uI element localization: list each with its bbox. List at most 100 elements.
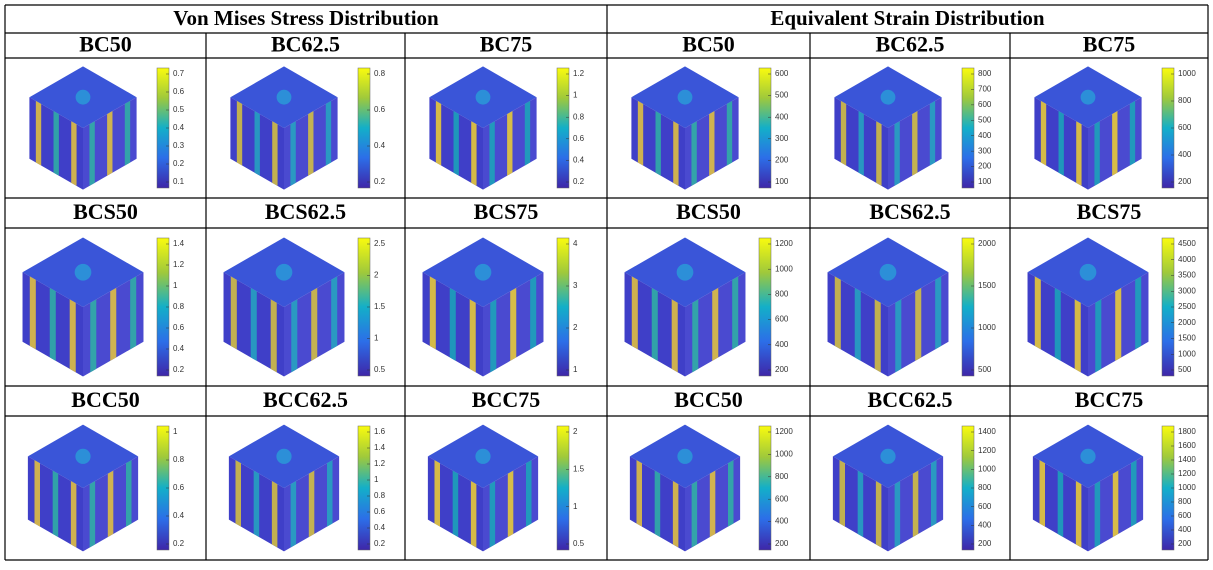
cube-stripe (50, 288, 56, 361)
cube-stripe (434, 460, 440, 527)
cube-stripe (508, 471, 514, 538)
cube-stripe (231, 276, 237, 349)
cube-stripe (311, 288, 317, 361)
cube-stripe (309, 471, 315, 538)
cell-label: BCS75 (1077, 199, 1142, 224)
colorbar (962, 68, 974, 188)
group-title: Equivalent Strain Distribution (770, 6, 1045, 30)
colorbar-tick-label: 500 (775, 91, 789, 100)
cube-stripe (326, 101, 331, 166)
colorbar-tick-label: 2 (374, 271, 379, 280)
colorbar-tick-label: 2500 (1178, 302, 1196, 311)
colorbar-tick-label: 200 (1178, 177, 1192, 186)
colorbar-tick-label: 500 (1178, 365, 1192, 374)
colorbar-tick-label: 3000 (1178, 286, 1196, 295)
colorbar-tick-label: 400 (775, 340, 789, 349)
colorbar-tick-label: 0.6 (173, 483, 185, 492)
colorbar-tick-label: 2.5 (374, 239, 386, 248)
colorbar-tick-label: 1000 (978, 464, 996, 473)
colorbar-tick-label: 2000 (978, 239, 996, 248)
cube-stripe (895, 481, 901, 548)
group-title: Von Mises Stress Distribution (173, 6, 439, 30)
colorbar-tick-label: 1 (573, 365, 578, 374)
cube-stripe (894, 121, 899, 186)
cube-stripe (34, 460, 40, 527)
cube-node (475, 449, 490, 464)
cube-stripe (1095, 299, 1101, 372)
cube-stripe (327, 460, 333, 527)
cube-stripe (876, 121, 881, 186)
colorbar (759, 426, 771, 550)
cube-stripe (430, 276, 436, 349)
cube-stripe (632, 276, 638, 349)
cube-stripe (1058, 471, 1064, 538)
cube-stripe (728, 460, 734, 527)
colorbar-tick-label: 1200 (978, 446, 996, 455)
cube-stripe (471, 121, 476, 186)
cube-stripe (931, 460, 937, 527)
colorbar-tick-label: 0.2 (374, 539, 386, 548)
cube-stripe (71, 481, 77, 548)
colorbar-tick-label: 600 (775, 69, 789, 78)
cube-stripe (525, 101, 530, 166)
cube-stripe (30, 276, 36, 349)
colorbar-tick-label: 800 (775, 472, 789, 481)
colorbar-tick-label: 0.3 (173, 141, 185, 150)
colorbar-tick-label: 0.6 (374, 105, 386, 114)
colorbar-tick-label: 400 (775, 112, 789, 121)
cube-stripe (895, 299, 901, 372)
colorbar-tick-label: 1 (573, 91, 578, 100)
cube-stripe (692, 299, 698, 372)
colorbar-tick-label: 800 (1178, 96, 1192, 105)
colorbar-tick-label: 1 (573, 502, 578, 511)
cube-stripe (912, 111, 917, 176)
colorbar-tick-label: 4 (573, 239, 578, 248)
colorbar-tick-label: 0.8 (374, 491, 386, 500)
cube-stripe (125, 101, 130, 166)
colorbar-tick-label: 400 (1178, 525, 1192, 534)
colorbar-tick-label: 0.4 (173, 344, 185, 353)
cube-stripe (712, 288, 718, 361)
colorbar-tick-label: 800 (775, 290, 789, 299)
cube-stripe (935, 276, 941, 349)
cell-label: BCC75 (472, 387, 540, 412)
colorbar-tick-label: 1 (374, 334, 379, 343)
cube-stripe (1041, 101, 1046, 166)
colorbar-tick-label: 100 (978, 177, 992, 186)
colorbar-tick-label: 0.5 (173, 105, 185, 114)
cell-label: BC75 (480, 32, 533, 57)
colorbar-tick-label: 0.2 (173, 159, 185, 168)
cube-stripe (54, 111, 59, 176)
colorbar-tick-label: 1.2 (573, 69, 585, 78)
colorbar-tick-label: 200 (978, 539, 992, 548)
colorbar-tick-label: 3500 (1178, 271, 1196, 280)
cell-label: BCC50 (674, 387, 742, 412)
cube-stripe (450, 288, 456, 361)
cube-stripe (655, 471, 661, 538)
colorbar (358, 426, 370, 550)
colorbar (962, 238, 974, 376)
cube-stripe (710, 471, 716, 538)
cube-stripe (692, 481, 698, 548)
colorbar-tick-label: 0.2 (573, 177, 585, 186)
colorbar-tick-label: 1 (173, 427, 178, 436)
cube-stripe (858, 471, 864, 538)
cube-stripe (331, 276, 337, 349)
cube-stripe (489, 121, 494, 186)
cell-label: BCC50 (71, 387, 139, 412)
colorbar-tick-label: 0.2 (374, 177, 386, 186)
colorbar-tick-label: 1200 (1178, 469, 1196, 478)
colorbar-tick-label: 0.8 (173, 455, 185, 464)
colorbar-tick-label: 1000 (775, 264, 793, 273)
cube-stripe (913, 471, 919, 538)
cube-stripe (1130, 101, 1135, 166)
cube-stripe (1059, 111, 1064, 176)
cube-stripe (490, 481, 496, 548)
colorbar-tick-label: 300 (775, 134, 789, 143)
cube-node (75, 264, 92, 281)
cube-stripe (510, 288, 516, 361)
cube-stripe (1039, 460, 1045, 527)
cell-label: BC62.5 (875, 32, 944, 57)
colorbar-tick-label: 1.4 (374, 443, 386, 452)
cube-stripe (1115, 288, 1121, 361)
